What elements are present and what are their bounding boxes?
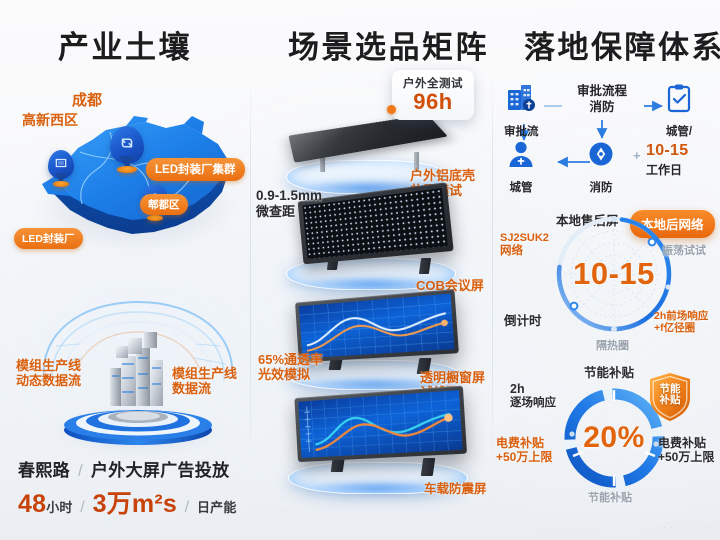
panel-slab [288, 114, 448, 163]
vehicle-antishock-screen[interactable] [288, 385, 472, 502]
flow-arrows [518, 100, 663, 168]
podium-label-left: 模组生产线 动态数据流 [16, 358, 82, 389]
pin-body [48, 150, 74, 179]
podium-disc [64, 410, 212, 445]
badge-outdoor-test[interactable]: 户外全测试 96h [387, 70, 474, 121]
pin-body [110, 126, 144, 164]
flow-plus-sign: + [633, 148, 641, 163]
kpi-hours-value: 48 [18, 490, 47, 518]
podium-label-right: 模组生产线 数据流 [172, 366, 238, 397]
map-label-hitech-west: 高新西区 [22, 112, 78, 128]
donut-title-top: 节能补贴 [584, 366, 635, 380]
page-title-delivery-guarantee: 落地保障体系 [524, 30, 720, 65]
flow-node-urban-admin[interactable]: 城管 [504, 138, 538, 195]
radar-label-onsite: 2h前场响应 +f亿径圈 [654, 310, 709, 335]
approval-flow-diagram: 审批流 审批流程 消防 城管/ 城管 [496, 82, 708, 194]
vscreen-glass-plate [288, 462, 468, 494]
donut-label-subsidy-left: 电费补贴 +50万上限 [496, 436, 553, 465]
divider-right [492, 72, 493, 472]
shield-text-wrap: 节能 补贴 [648, 372, 692, 422]
spec-fine-pitch: 0.9-1.5mm 微查距 [256, 188, 323, 219]
page-title-industry-soil: 产业土壤 [58, 30, 192, 65]
flow-middle-label: 审批流程 消防 [576, 84, 627, 114]
radar-label-countdown: 倒计时 [504, 314, 542, 328]
vscreen-stand [420, 458, 436, 476]
screen-chart [299, 294, 454, 359]
donut-label-onsite: 2h 逐场响应 [510, 382, 556, 409]
city-blocks-icon [110, 332, 163, 406]
vscreen-body [294, 385, 468, 463]
spec-transparency: 65%通透率 光效模拟 [258, 352, 324, 383]
kpi-area-value: 3万m²s [92, 490, 177, 518]
panel-leg [320, 152, 325, 172]
building-icon [508, 85, 536, 111]
radar-rings [556, 216, 672, 332]
flow-working-days: 10-15 工作日 [646, 142, 689, 177]
radar-label-network: SJ2SUK2 网络 [500, 232, 549, 257]
shield-text: 节能 补贴 [659, 382, 681, 406]
recycle-icon [121, 138, 133, 148]
person-icon [509, 141, 533, 167]
donut-label-subsidy-right: 电费补贴 +50万上限 [658, 436, 715, 465]
flow-node-approval[interactable]: 审批流 [504, 82, 539, 139]
donut-rings [564, 388, 664, 488]
label-vehicle-antishock: 车载防震屏 [424, 482, 487, 496]
pin-base [147, 215, 163, 221]
pin-base [53, 181, 69, 187]
clipboard-check-icon [667, 84, 691, 113]
map-label-chengdu: 成都 [72, 92, 103, 109]
tag-led-factory[interactable]: LED封装厂 [14, 228, 83, 249]
kpi-capacity-label: 日产能 [196, 500, 237, 515]
screen-display [298, 293, 455, 359]
badge-local-network[interactable]: 本地后网络 [630, 210, 715, 243]
flow-node-fire[interactable]: 消防 [584, 138, 618, 195]
tag-led-cluster[interactable]: LED封装厂集群 [146, 158, 245, 181]
donut-gauge[interactable]: 20% [558, 382, 670, 494]
module-line-podium [42, 300, 234, 462]
radar-value: 10-15 [573, 256, 655, 291]
radar-label-bottom: 隔热圈 [596, 340, 629, 352]
tag-pidu-district[interactable]: 郫都区 [140, 194, 188, 215]
fire-badge-icon [589, 142, 613, 166]
kpi-row-2: 48小时 / 3万m²s / 日产能 [18, 490, 237, 518]
radar-title: 本地售后屏 [556, 214, 619, 228]
pin-chengdu-hitech[interactable] [110, 126, 144, 173]
watermark: · · · · · · · · [656, 523, 708, 532]
factory-icon [55, 158, 67, 168]
left-kpi-strip: 春熙路 / 户外大屏广告投放 48小时 / 3万m²s / 日产能 [18, 456, 237, 520]
vscreen-display [298, 390, 463, 459]
vscreen-chart [298, 390, 462, 458]
donut-value: 20% [583, 421, 645, 454]
radar-label-vibration: 振荡试试 [662, 245, 706, 257]
panel-leg [414, 152, 419, 172]
page-title-scene-matrix: 场景选品矩阵 [288, 30, 489, 65]
screen-glass-plate [286, 360, 460, 390]
donut-title-bottom: 节能补贴 [588, 492, 632, 504]
energy-subsidy-shield-badge[interactable] [648, 372, 692, 422]
pin-led-factory[interactable] [48, 150, 74, 187]
pin-base [117, 166, 137, 173]
radar-gauge[interactable]: 10-15 [552, 212, 676, 336]
kpi-hours-unit: 小时 [46, 500, 73, 515]
fine-pitch-module[interactable] [286, 182, 456, 300]
kpi-row-1: 春熙路 / 户外大屏广告投放 [18, 461, 230, 480]
led-dot-grid [302, 188, 448, 260]
transparent-window-screen[interactable] [286, 289, 466, 400]
divider-left [250, 72, 251, 472]
flow-node-urban-admin-doc[interactable]: 城管/ [662, 82, 696, 139]
data-stream-halo [42, 300, 234, 389]
panel-sheen [288, 114, 448, 163]
